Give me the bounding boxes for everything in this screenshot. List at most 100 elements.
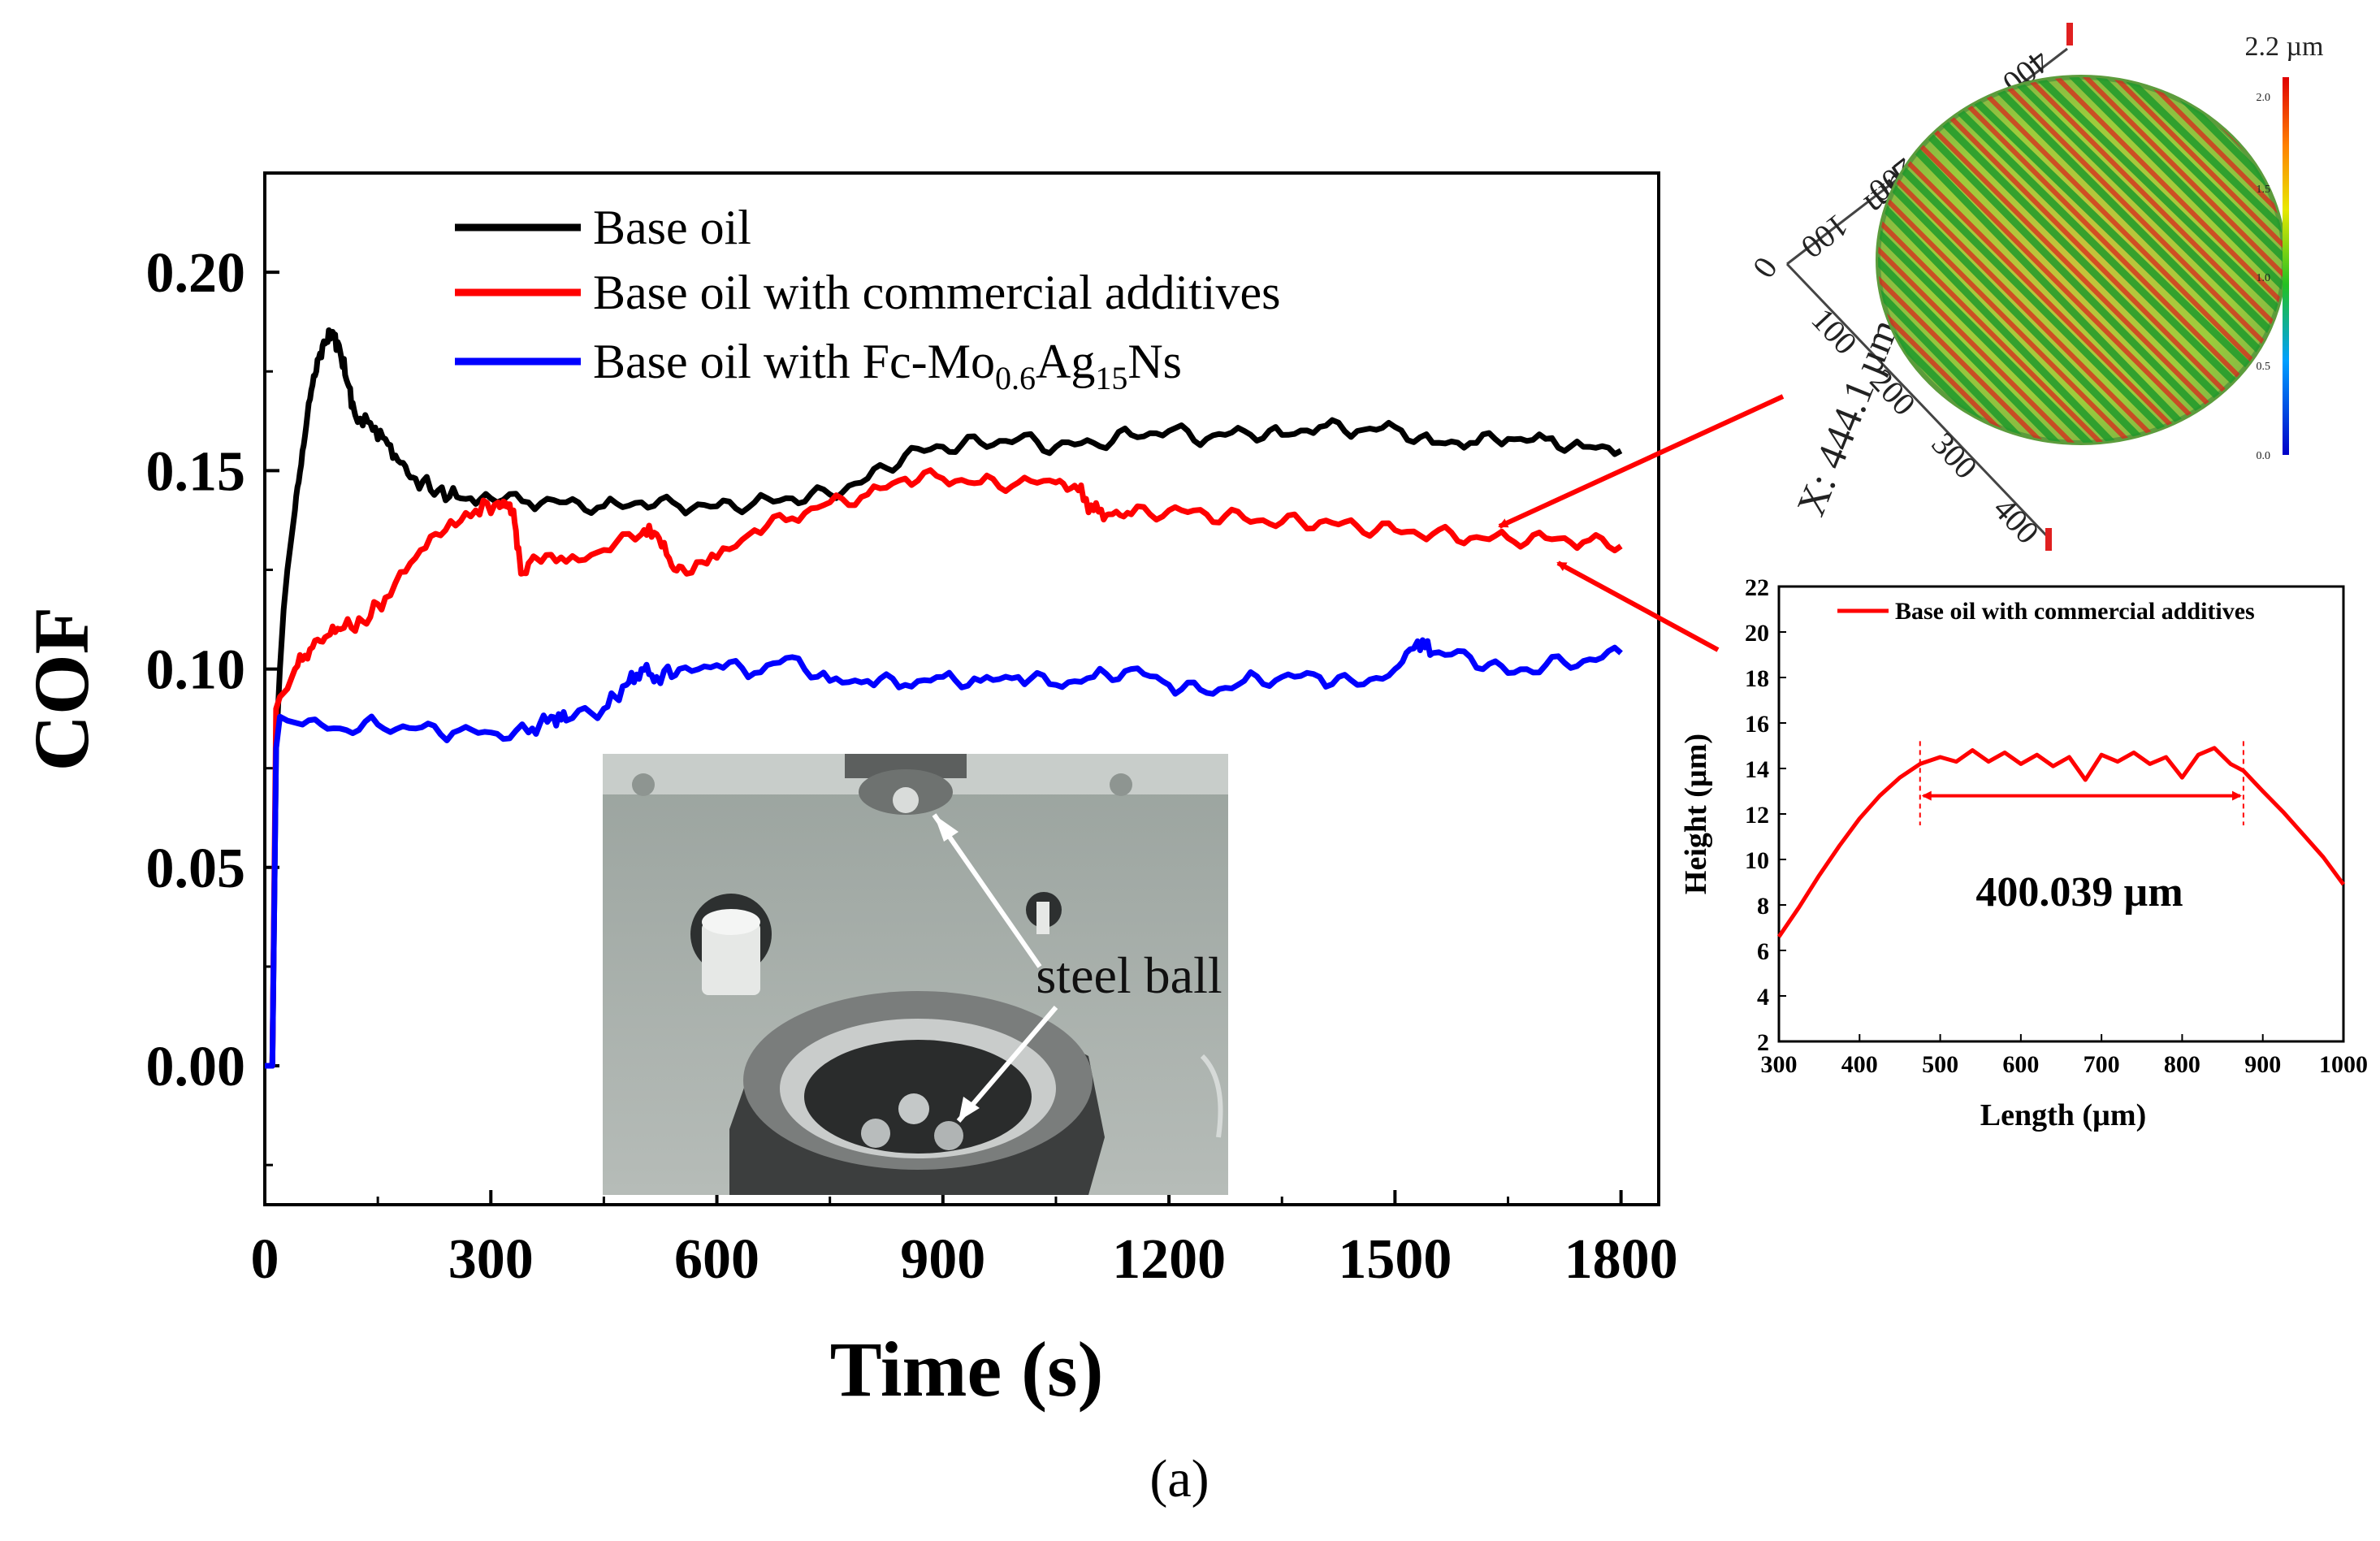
groove-green [1878, 77, 2120, 443]
profile-y-tick-labels: 2 4 6 8 10 12 14 16 18 20 22 [1745, 574, 1769, 1056]
y-tick-label: 0.20 [146, 242, 246, 305]
profile-y-tick-label: 2 [1757, 1029, 1769, 1056]
x-axis-tick-400: 400 [1986, 490, 2046, 551]
groove-green [2071, 77, 2284, 443]
x-tick-label: 1200 [1112, 1228, 1226, 1291]
plot-frame [263, 171, 1660, 1206]
scale-tick-0-5: 0.5 [2257, 361, 2271, 373]
profile-x-tick-label: 800 [2164, 1051, 2200, 1078]
cof-chart: 0.00 0.05 0.10 0.15 0.20 0 300 600 900 1200 1500 1… [18, 171, 1678, 1413]
groove-green [1984, 77, 2284, 443]
profile-y-tick-label: 8 [1757, 893, 1769, 920]
profile-y-tick-label: 12 [1745, 802, 1769, 829]
profile-x-tick-label: 300 [1761, 1051, 1798, 1078]
legend: Base oil Base oil with commercial additi… [455, 201, 1280, 396]
profile-x-tick-label: 600 [2002, 1051, 2039, 1078]
legend-label-fc-mo: Base oil with Fc-Mo0.6Ag15Ns [593, 335, 1182, 396]
profile-y-tick-label: 14 [1745, 756, 1769, 783]
y-tick-label: 0.00 [146, 1036, 246, 1098]
groove-red [1878, 77, 2102, 443]
profile-width-label: 400.039 µm [1975, 869, 2183, 916]
groove-green [1878, 77, 2091, 443]
axis-ticks [263, 171, 1623, 1205]
profile-series-line [1776, 746, 2346, 938]
groove-red [2026, 77, 2284, 443]
legend-fc-sub-2: 15 [1095, 360, 1127, 396]
groove-green [2013, 77, 2284, 443]
profile-x-tick-label: 1000 [2319, 1051, 2368, 1078]
callout-arrow-profile [1556, 561, 1720, 652]
x-tick-label: 300 [448, 1228, 534, 1291]
scale-tick-0-0: 0.0 [2257, 450, 2271, 462]
x-tick-labels: 0 300 600 900 1200 1500 1800 [251, 1228, 1678, 1291]
groove-red [2084, 77, 2284, 443]
profile-y-axis-label: Height (µm) [1679, 734, 1713, 894]
x-axis-tick-300: 300 [1924, 425, 1984, 486]
x-tick-label: 900 [900, 1228, 985, 1291]
y-axis-label: COF [18, 607, 105, 772]
scale-tick-1-0: 1.0 [2257, 272, 2271, 284]
groove-green [1878, 77, 2032, 443]
series-layer [265, 327, 1623, 1069]
x-tick-label: 1500 [1338, 1228, 1452, 1291]
profile-axis-ticks [1778, 586, 2344, 1042]
figure-label: (a) [1149, 1449, 1209, 1509]
groove-green [2276, 77, 2284, 443]
groove-green [2130, 77, 2284, 443]
groove-red [2055, 77, 2284, 443]
profile-x-tick-labels: 300 400 500 600 700 800 900 1000 [1761, 1051, 2369, 1078]
height-color-scale [2283, 77, 2289, 455]
profile-y-tick-label: 16 [1745, 711, 1769, 738]
y-tick-label: 0.15 [146, 440, 246, 503]
profile-y-tick-label: 6 [1757, 938, 1769, 965]
profile-y-tick-label: 18 [1745, 665, 1769, 692]
legend-label-base-oil: Base oil [593, 201, 751, 254]
scale-tick-2-0: 2.0 [2257, 92, 2271, 104]
profile-y-tick-label: 4 [1757, 984, 1769, 1011]
profile-x-axis-label: Length (µm) [1980, 1098, 2147, 1132]
groove-red [1878, 77, 2073, 443]
groove-red [1878, 77, 2131, 443]
groove-green [1878, 77, 2208, 443]
profile-series-layer [1776, 746, 2346, 938]
height-profile-chart: 2 4 6 8 10 12 14 16 18 20 22 300 400 500 600 700 800 900… [1679, 574, 2368, 1132]
profile-y-tick-label: 22 [1745, 574, 1769, 601]
series-line-fc-mo [265, 637, 1623, 1069]
profile-legend-label: Base oil with commercial additives [1895, 598, 2255, 625]
profile-x-tick-label: 700 [2084, 1051, 2120, 1078]
x-tick-label: 600 [674, 1228, 759, 1291]
x-axis-label: Time (s) [830, 1326, 1104, 1413]
profile-x-tick-label: 500 [1922, 1051, 1958, 1078]
groove-red [1967, 77, 2284, 443]
y-axis-tick-100: 100 [1794, 207, 1855, 266]
legend-fc-part-2: Ag [1036, 335, 1095, 388]
height-scale-max: 2.2 µm [2244, 32, 2323, 62]
profile-x-tick-label: 400 [1841, 1051, 1878, 1078]
groove-green [1878, 77, 2062, 443]
groove-green [1954, 77, 2284, 443]
groove-red [1938, 77, 2284, 443]
groove-red [1878, 77, 2044, 443]
groove-red [1878, 77, 2190, 443]
groove-red [1997, 77, 2284, 443]
y-tick-label: 0.05 [146, 838, 246, 900]
apparatus-photo: steel ball [603, 754, 1228, 1195]
groove-red [1878, 77, 2161, 443]
legend-label-commercial: Base oil with commercial additives [593, 266, 1280, 319]
groove-green [2042, 77, 2284, 443]
y-tick-label: 0.10 [146, 639, 246, 702]
wear-scar-3d-profile: 0 100 200 300 400 100 200 300 400 Y: 444… [1746, 23, 2380, 551]
profile-y-tick-label: 20 [1745, 620, 1769, 647]
groove-red [2291, 49, 2380, 471]
groove-red [1878, 77, 2219, 443]
profile-y-tick-label: 10 [1745, 847, 1769, 874]
origin-label: 0 [1746, 250, 1785, 284]
callout-arrows [1498, 394, 1785, 652]
series-line-commercial [265, 467, 1623, 1069]
legend-fc-part-3: Ns [1127, 335, 1182, 388]
callout-arrow-3d [1498, 394, 1785, 529]
groove-green [1878, 77, 2149, 443]
width-annotation [1919, 741, 2244, 825]
groove-green [2101, 77, 2284, 443]
